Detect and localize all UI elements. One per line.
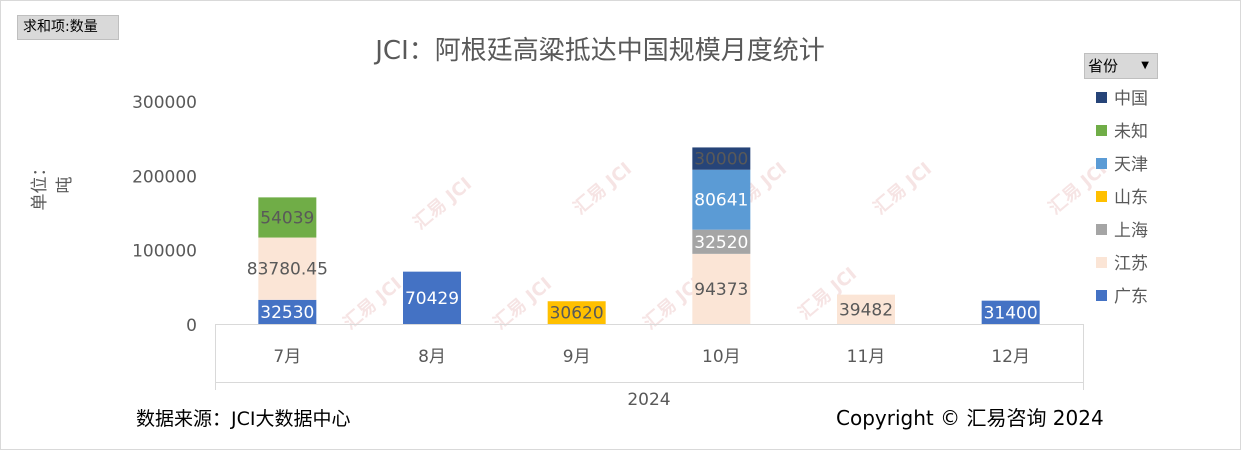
- legend-label: 上海: [1114, 221, 1148, 241]
- y-tick-label: 300000: [132, 93, 197, 113]
- legend-label: 未知: [1114, 122, 1148, 142]
- legend-item: 中国: [1094, 83, 1214, 116]
- copyright-note: Copyright © 汇易咨询 2024: [836, 406, 1104, 430]
- bar-segment: [692, 169, 751, 230]
- legend-label: 天津: [1114, 155, 1148, 175]
- data-label: 32530: [260, 303, 314, 323]
- bar-segment: [403, 271, 461, 324]
- legend-item: 山东: [1094, 182, 1214, 215]
- x-tick-label: 10月: [702, 347, 741, 367]
- bar-segment: [258, 237, 317, 300]
- legend-swatch: [1096, 290, 1107, 301]
- data-label: 54039: [260, 208, 314, 228]
- legend-item: 上海: [1094, 215, 1214, 248]
- data-label: 39482: [839, 300, 893, 320]
- legend-swatch: [1096, 257, 1107, 268]
- chart-title: JCI：阿根廷高粱抵达中国规模月度统计: [375, 36, 825, 66]
- x-tick-label: 11月: [847, 347, 886, 367]
- data-label: 83780.45: [247, 260, 328, 280]
- legend-label: 中国: [1114, 89, 1148, 109]
- legend-label: 江苏: [1114, 254, 1148, 274]
- data-label: 80641: [694, 191, 748, 211]
- watermark-logo: 汇易 JCI: [570, 158, 636, 218]
- watermark-logo: 汇易 JCI: [410, 173, 476, 233]
- legend-label: 广东: [1114, 287, 1148, 307]
- bar-segment: [692, 253, 751, 324]
- bar-segment: [692, 229, 751, 254]
- bar-segment: [547, 301, 606, 324]
- x-tick-label: 7月: [273, 347, 301, 367]
- bar-segment: [692, 147, 751, 170]
- legend-item: 天津: [1094, 149, 1214, 182]
- watermark-logo: 汇易 JCI: [870, 158, 936, 218]
- source-note: 数据来源：JCI大数据中心: [136, 408, 351, 430]
- svg-text:汇易 JCI: 汇易 JCI: [410, 173, 476, 233]
- legend-filter-label: 省份: [1088, 57, 1119, 75]
- chevron-down-icon[interactable]: ▼: [1141, 60, 1149, 71]
- legend-filter-button[interactable]: 省份 ▼: [1084, 53, 1158, 79]
- legend-item: 广东: [1094, 281, 1214, 314]
- legend-swatch: [1096, 191, 1107, 202]
- bar-segment: [258, 197, 317, 238]
- svg-text:汇易 JCI: 汇易 JCI: [870, 158, 936, 218]
- x-tick-label: 12月: [991, 347, 1030, 367]
- pivot-field-button[interactable]: 求和项:数量: [17, 15, 119, 40]
- data-label: 30620: [550, 304, 604, 324]
- data-label: 32520: [694, 233, 748, 253]
- data-label: 70429: [405, 289, 459, 309]
- data-label: 31400: [984, 303, 1038, 323]
- legend-swatch: [1096, 125, 1107, 136]
- data-label: 94373: [694, 280, 748, 300]
- legend-swatch: [1096, 92, 1107, 103]
- bar-segment: [837, 294, 895, 324]
- y-tick-label: 200000: [132, 167, 197, 187]
- y-axis-title: 单位：吨: [30, 159, 75, 211]
- legend-item: 未知: [1094, 116, 1214, 149]
- x-tick-label: 9月: [563, 347, 591, 367]
- legend-swatch: [1096, 158, 1107, 169]
- y-tick-label: 100000: [132, 242, 197, 262]
- bar-segment: [981, 300, 1040, 324]
- x-group-label: 2024: [627, 390, 670, 410]
- legend-swatch: [1096, 224, 1107, 235]
- bar-segment: [258, 299, 317, 324]
- legend-label: 山东: [1114, 188, 1148, 208]
- x-tick-label: 8月: [418, 347, 446, 367]
- legend-item: 江苏: [1094, 248, 1214, 281]
- svg-text:汇易 JCI: 汇易 JCI: [570, 158, 636, 218]
- y-tick-label: 0: [186, 316, 197, 336]
- chart-legend: 中国未知天津山东上海江苏广东: [1094, 83, 1214, 314]
- data-label: 30000: [694, 150, 748, 170]
